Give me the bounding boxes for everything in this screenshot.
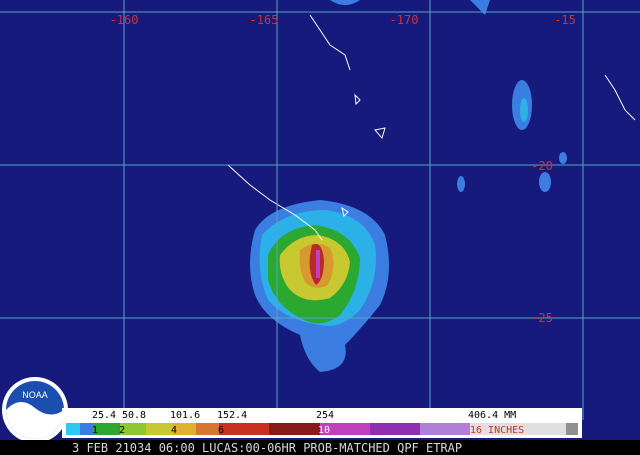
longitude-label: -170 [390, 13, 419, 27]
mm-label: 254 [316, 410, 334, 421]
latitude-label: -25 [531, 311, 553, 325]
mm-label: 101.6 [170, 410, 200, 421]
caption: 3 FEB 21034 06:00 LUCAS:00-06HR PROB-MAT… [72, 441, 462, 455]
legend-bar [66, 423, 578, 435]
inch-label: 10 [318, 425, 330, 436]
inch-label: 6 [218, 425, 224, 436]
mm-label: 50.8 [122, 410, 146, 421]
inch-label: 4 [171, 425, 177, 436]
inch-label: 1 [92, 425, 98, 436]
legend-labels: 25.4 50.8 101.6 152.4 254 406.4 MM 1 2 4… [92, 410, 524, 436]
coastlines [227, 14, 636, 241]
mm-label: 406.4 MM [468, 410, 516, 421]
graticule [0, 0, 640, 420]
precipitation-field [250, 0, 567, 372]
grid-labels: -160 -165 -170 -15 -20 -25 [110, 13, 576, 325]
logo-text: NOAA [22, 390, 48, 400]
mm-label: 152.4 [217, 410, 247, 421]
inch-label: 2 [119, 425, 125, 436]
mm-label: 25.4 [92, 410, 116, 421]
latitude-label: -20 [531, 159, 553, 173]
caption-band [0, 440, 640, 455]
longitude-label: -160 [110, 13, 139, 27]
inch-label: 16 INCHES [470, 425, 524, 436]
longitude-label: -165 [250, 13, 279, 27]
latitude-label: -15 [554, 13, 576, 27]
noaa-logo: NOAA [2, 377, 68, 443]
